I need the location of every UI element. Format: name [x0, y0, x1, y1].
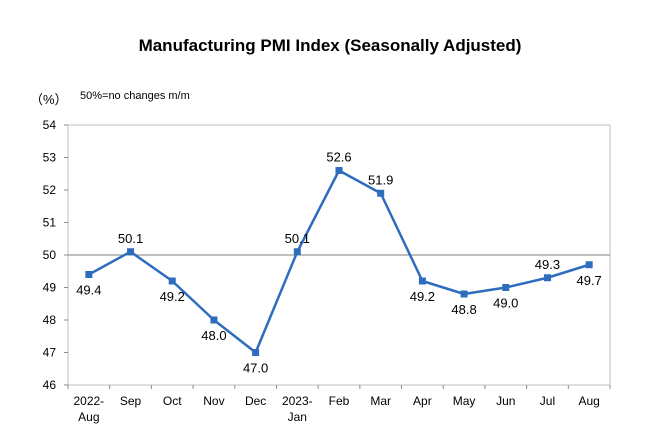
x-tick-label: Oct	[163, 394, 182, 408]
y-tick-label: 50	[43, 248, 57, 262]
data-point-marker	[127, 248, 135, 256]
y-tick-label: 54	[43, 118, 57, 132]
data-label: 48.8	[451, 302, 476, 317]
x-tick-label-line: Aug	[578, 394, 599, 408]
x-tick-label-line: Oct	[163, 394, 182, 408]
x-tick-label-line: Nov	[203, 394, 224, 408]
x-tick-label-line: May	[453, 394, 476, 408]
data-point-marker	[460, 290, 468, 298]
data-label: 52.6	[326, 150, 351, 165]
x-tick-label: Jun	[496, 394, 515, 408]
x-tick-label-line: Jul	[540, 394, 555, 408]
x-tick-label: Aug	[578, 394, 599, 408]
x-tick-label: Jul	[540, 394, 555, 408]
x-tick-label: May	[453, 394, 476, 408]
x-tick-label: 2022- Aug	[73, 394, 104, 424]
y-unit-label: （%）	[30, 92, 68, 107]
data-point-marker	[293, 248, 301, 256]
x-tick-label-line: Jun	[496, 394, 515, 408]
data-label: 49.0	[493, 296, 518, 311]
chart-title: Manufacturing PMI Index (Seasonally Adju…	[138, 36, 522, 55]
y-tick-label: 51	[43, 216, 57, 230]
data-point-marker	[85, 271, 93, 278]
y-tick-label: 52	[43, 183, 57, 197]
data-point-marker	[418, 277, 426, 285]
data-label: 49.4	[76, 283, 101, 298]
x-tick-label: Sep	[120, 394, 142, 408]
x-tick-label: Apr	[413, 394, 432, 408]
data-label: 49.2	[160, 289, 185, 304]
data-label: 50.1	[118, 231, 143, 246]
data-point-marker	[377, 189, 385, 197]
x-tick-label: 2023- Jan	[282, 394, 313, 424]
x-tick-label-line: Sep	[120, 394, 142, 408]
x-tick-label-line: Dec	[245, 394, 266, 408]
reference-note: 50%=no changes m/m	[80, 90, 190, 102]
x-tick-label-line: Mar	[370, 394, 391, 408]
x-tick-label: Feb	[329, 394, 350, 408]
data-point-marker	[585, 261, 593, 269]
data-label: 49.3	[535, 257, 560, 272]
x-tick-label-line: 2023-	[282, 394, 313, 408]
y-tick-label: 53	[43, 151, 57, 165]
data-label: 50.1	[285, 231, 310, 246]
x-tick-label: Mar	[370, 394, 391, 408]
x-tick-label: Dec	[245, 394, 266, 408]
data-point-marker	[210, 316, 218, 324]
x-tick-label-line: Jan	[288, 410, 307, 424]
data-label: 49.2	[410, 289, 435, 304]
data-label: 47.0	[243, 361, 268, 376]
data-point-marker	[335, 167, 343, 174]
series-line	[88, 169, 590, 354]
data-point-marker	[168, 277, 176, 285]
y-tick-label: 46	[43, 378, 57, 392]
data-point-marker	[502, 284, 510, 291]
data-label: 51.9	[368, 172, 393, 187]
x-tick-label-line: 2022-	[73, 394, 104, 408]
x-tick-label: Nov	[203, 394, 224, 408]
data-point-marker	[252, 349, 260, 356]
x-tick-label-line: Feb	[329, 394, 350, 408]
data-label: 48.0	[201, 328, 226, 343]
y-tick-label: 47	[43, 346, 57, 360]
data-point-marker	[543, 274, 551, 282]
y-tick-label: 48	[43, 313, 57, 327]
x-tick-label-line: Aug	[78, 410, 99, 424]
x-tick-label-line: Apr	[413, 394, 432, 408]
y-tick-label: 49	[43, 281, 57, 295]
data-label: 49.7	[576, 273, 601, 288]
